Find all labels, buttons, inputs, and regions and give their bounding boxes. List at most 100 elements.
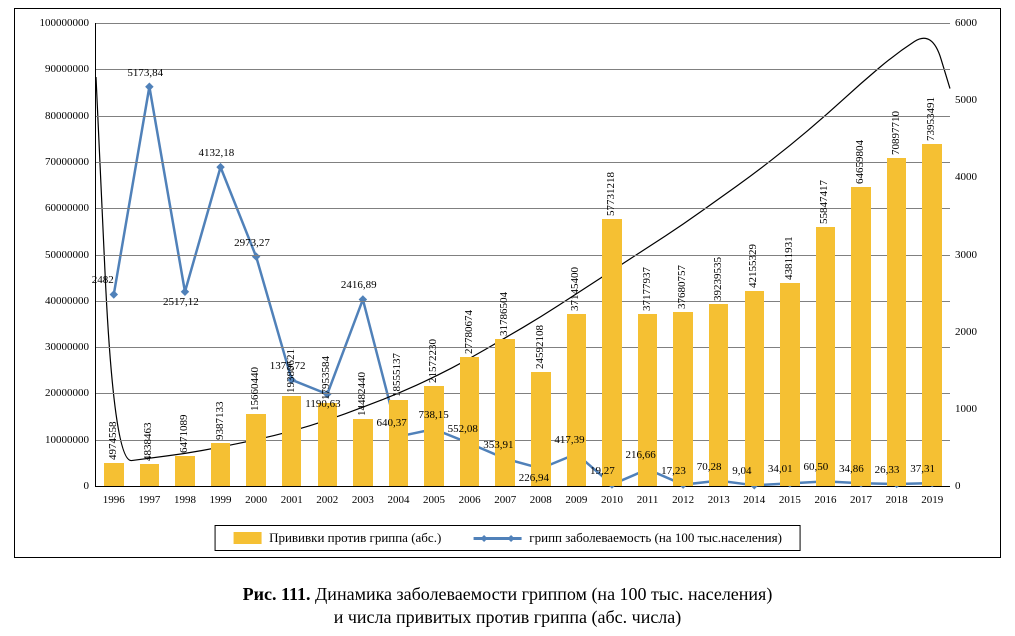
bar-value-label: 24592108 bbox=[535, 325, 546, 369]
incidence-value-label: 26,33 bbox=[875, 464, 900, 476]
y-right-tick: 2000 bbox=[955, 326, 990, 338]
incidence-value-label: 60,50 bbox=[803, 461, 828, 473]
incidence-value-label: 640,37 bbox=[376, 417, 406, 429]
x-tick-year: 2019 bbox=[921, 494, 943, 506]
caption-prefix: Рис. 111. bbox=[243, 584, 315, 604]
incidence-value-label: 738,15 bbox=[418, 409, 448, 421]
bar-value-label: 31786504 bbox=[499, 292, 510, 336]
x-tick-year: 2005 bbox=[423, 494, 445, 506]
x-tick-year: 1997 bbox=[138, 494, 160, 506]
bar bbox=[353, 419, 373, 486]
y-left-tick: 10000000 bbox=[34, 434, 89, 446]
incidence-value-label: 19,27 bbox=[590, 465, 615, 477]
incidence-marker bbox=[145, 83, 153, 91]
bar-value-label: 6471089 bbox=[179, 415, 190, 454]
x-tick-year: 2016 bbox=[814, 494, 836, 506]
bar-value-label: 21572230 bbox=[428, 339, 439, 383]
bar-value-label: 17953584 bbox=[321, 356, 332, 400]
bar-value-label: 14482440 bbox=[357, 372, 368, 416]
y-right-tick: 6000 bbox=[955, 17, 990, 29]
incidence-value-label: 4132,18 bbox=[199, 147, 235, 159]
bar bbox=[887, 158, 907, 486]
bar-value-label: 73953491 bbox=[926, 97, 937, 141]
incidence-value-label: 353,91 bbox=[483, 439, 513, 451]
legend: Прививки против гриппа (абс.) грипп забо… bbox=[214, 525, 801, 551]
bar-value-label: 39239535 bbox=[713, 257, 724, 301]
incidence-value-label: 37,31 bbox=[910, 463, 935, 475]
bar bbox=[318, 403, 338, 486]
bar bbox=[424, 386, 444, 486]
y-left-tick: 30000000 bbox=[34, 341, 89, 353]
line-swatch-icon bbox=[473, 537, 521, 540]
bar bbox=[389, 400, 409, 486]
bar-value-label: 27780674 bbox=[464, 310, 475, 354]
plot-area: 0100000002000000030000000400000005000000… bbox=[95, 23, 950, 487]
incidence-value-label: 226,94 bbox=[519, 472, 549, 484]
x-tick-year: 2013 bbox=[708, 494, 730, 506]
bar bbox=[709, 304, 729, 486]
bar bbox=[140, 464, 160, 486]
incidence-marker bbox=[216, 163, 224, 171]
incidence-value-label: 34,86 bbox=[839, 463, 864, 475]
bar bbox=[246, 414, 266, 487]
incidence-value-label: 17,23 bbox=[661, 465, 686, 477]
bar-value-label: 18555137 bbox=[392, 353, 403, 397]
bar-value-label: 4838463 bbox=[143, 422, 154, 461]
incidence-value-label: 2517,12 bbox=[163, 296, 199, 308]
incidence-marker bbox=[181, 288, 189, 296]
gridline bbox=[96, 69, 950, 70]
y-left-tick: 90000000 bbox=[34, 63, 89, 75]
x-tick-year: 2010 bbox=[601, 494, 623, 506]
incidence-value-label: 1190,63 bbox=[305, 398, 340, 410]
caption-line2: и числа привитых против гриппа (абс. чис… bbox=[334, 607, 682, 627]
incidence-value-label: 9,04 bbox=[732, 465, 751, 477]
incidence-value-label: 2973,27 bbox=[234, 237, 270, 249]
bar bbox=[175, 456, 195, 486]
x-tick-year: 2014 bbox=[743, 494, 765, 506]
legend-item-bar: Прививки против гриппа (абс.) bbox=[233, 530, 441, 546]
y-left-tick: 80000000 bbox=[34, 110, 89, 122]
x-tick-year: 2015 bbox=[779, 494, 801, 506]
bar bbox=[745, 291, 765, 486]
incidence-value-label: 552,08 bbox=[448, 423, 478, 435]
x-tick-year: 2003 bbox=[352, 494, 374, 506]
bar-value-label: 37145400 bbox=[570, 267, 581, 311]
x-tick-year: 2018 bbox=[886, 494, 908, 506]
y-left-tick: 0 bbox=[34, 480, 89, 492]
gridline bbox=[96, 116, 950, 117]
figure-caption: Рис. 111. Динамика заболеваемости гриппо… bbox=[0, 583, 1015, 628]
incidence-value-label: 5173,84 bbox=[127, 67, 163, 79]
incidence-value-label: 34,01 bbox=[768, 463, 793, 475]
legend-item-line: грипп заболеваемость (на 100 тыс.населен… bbox=[473, 530, 782, 546]
chart-frame: 0100000002000000030000000400000005000000… bbox=[14, 8, 1001, 558]
bar-value-label: 42155329 bbox=[748, 244, 759, 288]
bar-value-label: 55847417 bbox=[819, 180, 830, 224]
bar-value-label: 37680757 bbox=[677, 265, 688, 309]
bar bbox=[460, 357, 480, 486]
x-tick-year: 1996 bbox=[103, 494, 125, 506]
bar-value-label: 4974558 bbox=[108, 421, 119, 460]
incidence-value-label: 2416,89 bbox=[341, 279, 377, 291]
gridline bbox=[96, 162, 950, 163]
bar bbox=[816, 227, 836, 486]
legend-bar-label: Прививки против гриппа (абс.) bbox=[269, 530, 441, 546]
x-tick-year: 2004 bbox=[387, 494, 409, 506]
x-tick-year: 2006 bbox=[459, 494, 481, 506]
y-left-tick: 50000000 bbox=[34, 249, 89, 261]
x-tick-year: 2001 bbox=[281, 494, 303, 506]
x-tick-year: 2000 bbox=[245, 494, 267, 506]
gridline bbox=[96, 23, 950, 24]
bar-value-label: 15660440 bbox=[250, 367, 261, 411]
incidence-value-label: 417,39 bbox=[554, 434, 584, 446]
bar-value-label: 37177937 bbox=[642, 267, 653, 311]
bar-value-label: 57731218 bbox=[606, 172, 617, 216]
bar bbox=[104, 463, 124, 486]
bar bbox=[567, 314, 587, 486]
x-tick-year: 2007 bbox=[494, 494, 516, 506]
y-left-tick: 20000000 bbox=[34, 387, 89, 399]
incidence-marker bbox=[110, 290, 118, 298]
bar-swatch-icon bbox=[233, 532, 261, 544]
y-right-tick: 5000 bbox=[955, 94, 990, 106]
x-tick-year: 2002 bbox=[316, 494, 338, 506]
bar bbox=[282, 396, 302, 486]
